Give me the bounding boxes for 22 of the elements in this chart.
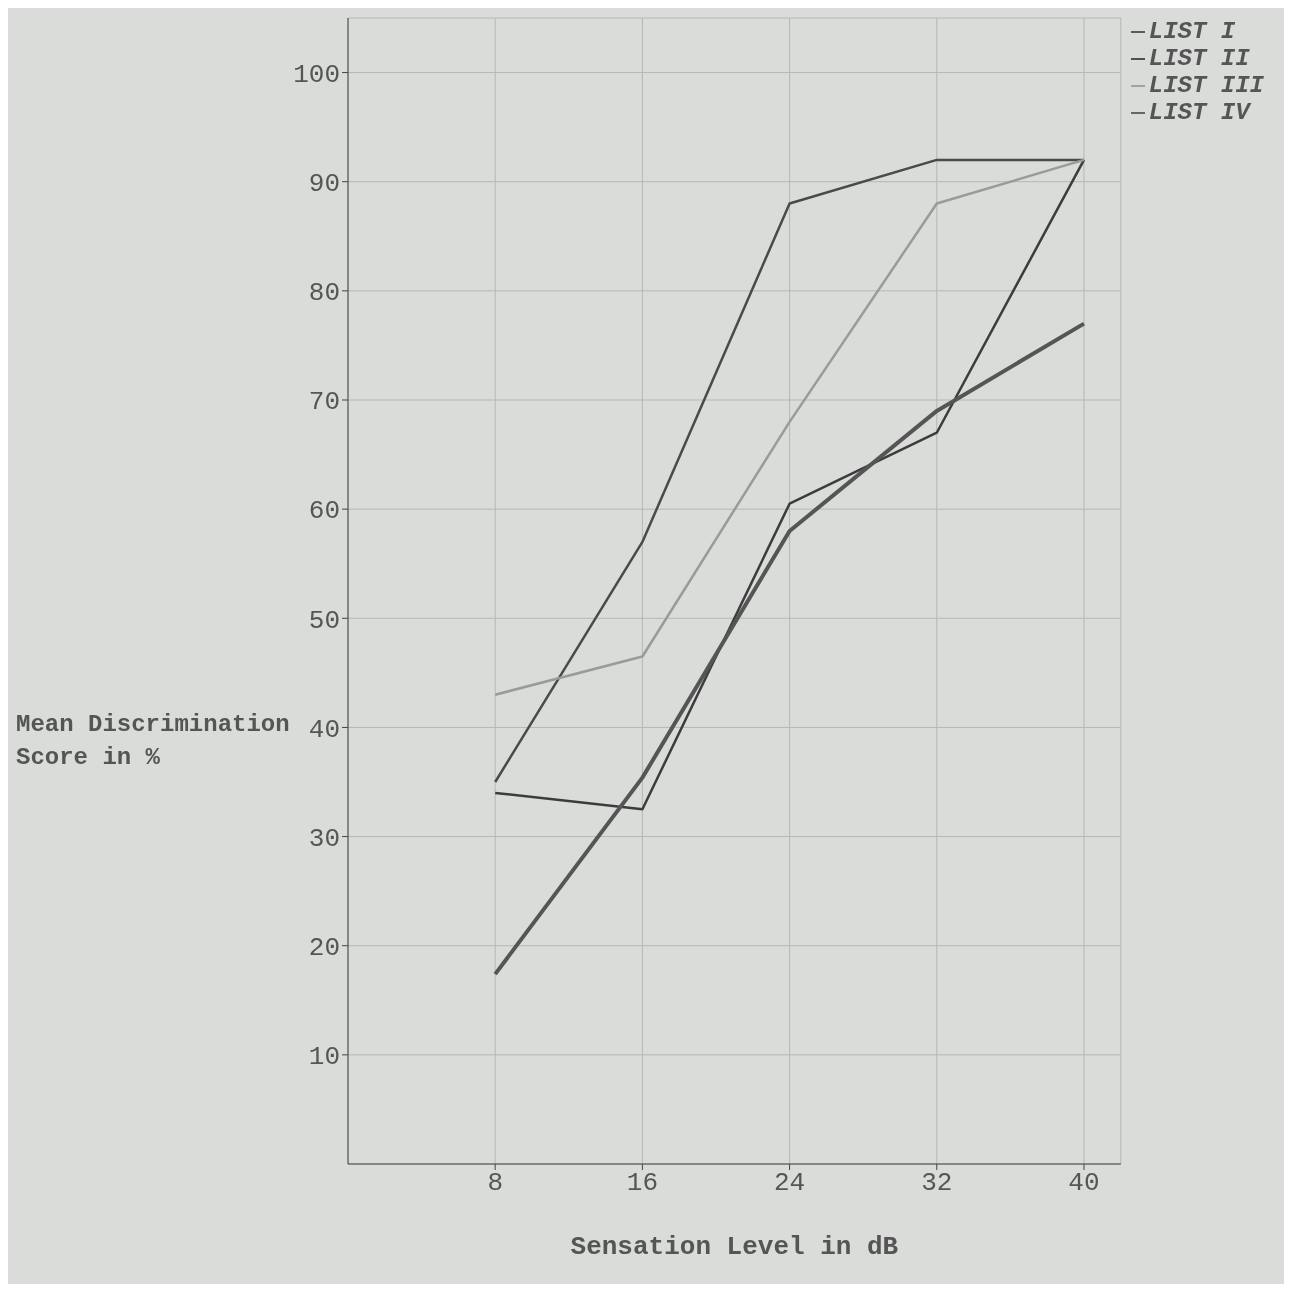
legend-label: LIST III: [1148, 72, 1264, 99]
legend-label: LIST IV: [1148, 99, 1250, 126]
y-tick-label: 60: [308, 496, 340, 527]
y-tick-label: 90: [308, 168, 340, 199]
y-tick-label: 40: [308, 714, 340, 745]
y-tick-label: 10: [308, 1042, 340, 1073]
y-tick-label: 80: [308, 278, 340, 309]
legend-label: LIST II: [1148, 45, 1250, 72]
x-tick-label: 40: [1068, 1168, 1100, 1199]
x-tick-label: 32: [921, 1168, 953, 1199]
y-tick-label: 30: [308, 823, 340, 854]
y-tick-label: 20: [308, 932, 340, 963]
y-axis-title: Mean Discrimination Score in %: [16, 710, 291, 773]
legend-label: LIST I: [1148, 18, 1236, 45]
x-tick-label: 24: [773, 1168, 806, 1199]
x-tick-label: 16: [626, 1168, 658, 1199]
y-tick-label: 50: [308, 605, 340, 636]
x-axis-title: Sensation Level in dB: [570, 1232, 899, 1262]
x-tick-label: 8: [487, 1168, 503, 1199]
y-tick-label: 100: [293, 59, 340, 90]
line-series: [493, 321, 1086, 977]
y-tick-label: 70: [308, 387, 340, 418]
